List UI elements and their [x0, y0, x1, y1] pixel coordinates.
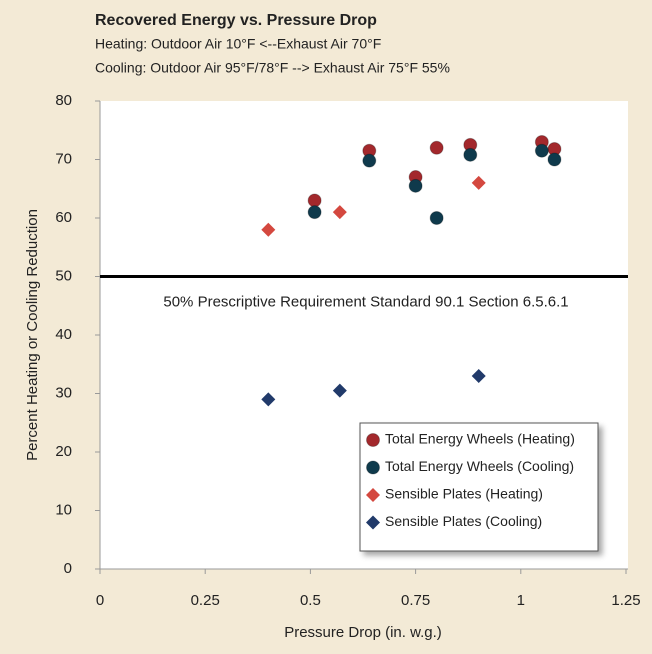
- legend-box: [359, 422, 599, 552]
- y-tick-label: 20: [55, 443, 72, 460]
- data-point: [429, 140, 444, 155]
- y-tick-label: 10: [55, 501, 72, 518]
- reference-label: 50% Prescriptive Requirement Standard 90…: [163, 293, 568, 310]
- data-point: [261, 392, 276, 407]
- legend-marker: [366, 433, 380, 447]
- data-point: [307, 205, 322, 220]
- chart-title: Recovered Energy vs. Pressure Drop: [95, 12, 377, 29]
- data-point: [408, 178, 423, 193]
- data-point: [362, 153, 377, 168]
- x-axis-label: Pressure Drop (in. w.g.): [284, 624, 442, 641]
- legend-marker: [366, 488, 380, 502]
- y-tick-label: 0: [64, 560, 72, 577]
- data-point: [547, 152, 562, 167]
- x-tick-label: 0.75: [401, 592, 430, 609]
- data-point: [307, 193, 322, 208]
- data-point: [534, 143, 549, 158]
- x-tick-label: 0.5: [300, 592, 321, 609]
- legend-label: Total Energy Wheels (Heating): [385, 431, 575, 447]
- data-point: [332, 383, 347, 398]
- x-tick-label: 1: [517, 592, 525, 609]
- data-point: [471, 175, 486, 190]
- x-tick-label: 0.25: [191, 592, 220, 609]
- data-point: [261, 222, 276, 237]
- y-tick-label: 70: [55, 150, 72, 167]
- chart-subtitle: Cooling: Outdoor Air 95°F/78°F --> Exhau…: [95, 60, 450, 76]
- legend-label: Sensible Plates (Heating): [385, 486, 543, 502]
- legend-label: Sensible Plates (Cooling): [385, 513, 542, 529]
- data-point: [463, 147, 478, 162]
- legend-marker: [366, 515, 380, 530]
- y-tick-label: 30: [55, 384, 72, 401]
- data-point: [471, 368, 486, 383]
- x-tick-label: 1.25: [611, 592, 640, 609]
- y-tick-label: 60: [55, 209, 72, 226]
- legend-label: Total Energy Wheels (Cooling): [385, 458, 574, 474]
- y-axis-label: Percent Heating or Cooling Reduction: [24, 209, 41, 461]
- chart-subtitle: Heating: Outdoor Air 10°F <--Exhaust Air…: [95, 36, 381, 52]
- legend-marker: [366, 460, 380, 475]
- x-tick-label: 0: [96, 592, 104, 609]
- data-point: [332, 205, 347, 220]
- y-tick-label: 50: [55, 267, 72, 284]
- y-tick-label: 40: [55, 326, 72, 343]
- data-point: [429, 211, 444, 225]
- y-tick-label: 80: [55, 92, 72, 109]
